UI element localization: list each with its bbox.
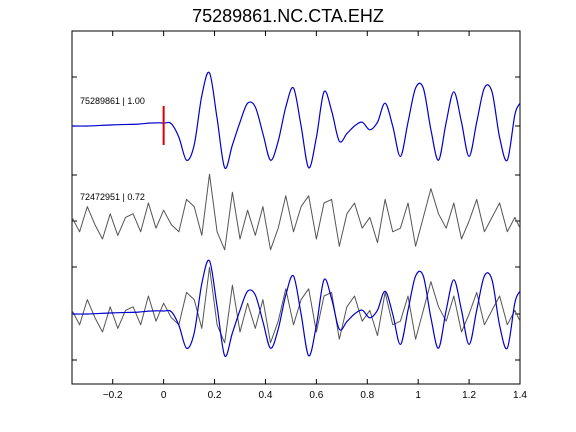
overlay-trace-72472951 bbox=[71, 266, 521, 344]
trace-line-72472951 bbox=[71, 173, 521, 251]
x-tick-label: 0.6 bbox=[309, 390, 323, 401]
x-tick-label: 1 bbox=[415, 390, 421, 401]
x-tick-label: 0 bbox=[161, 390, 167, 401]
trace-line-75289861 bbox=[71, 71, 521, 169]
x-tick-label: 1.4 bbox=[513, 390, 527, 401]
trace-label-75289861: 75289861 | 1.00 bbox=[80, 96, 145, 106]
x-tick-label: 0.4 bbox=[259, 390, 273, 401]
x-tick-label: −0.2 bbox=[103, 390, 123, 401]
plot-frame bbox=[71, 30, 521, 385]
x-tick-label: 1.2 bbox=[462, 390, 476, 401]
chart-title: 75289861.NC.CTA.EHZ bbox=[192, 6, 384, 26]
trace-label-72472951: 72472951 | 0.72 bbox=[80, 192, 145, 202]
x-tick-label: 0.8 bbox=[360, 390, 374, 401]
x-tick-label: 0.2 bbox=[208, 390, 222, 401]
overlay-trace-75289861 bbox=[71, 259, 521, 357]
